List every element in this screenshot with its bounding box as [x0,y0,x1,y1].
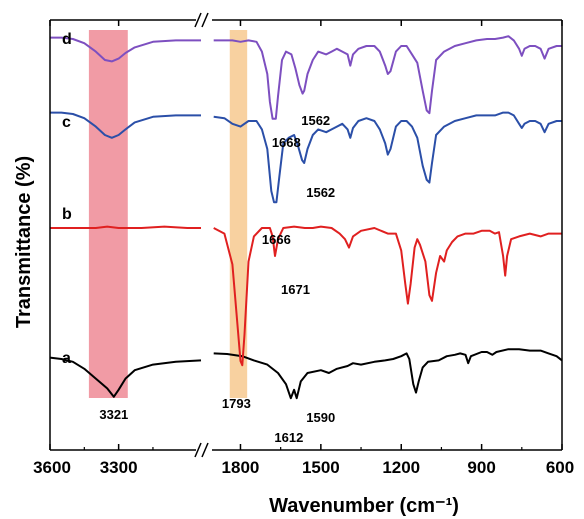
x-tick-label: 3600 [33,458,71,477]
x-tick-label: 1500 [302,458,340,477]
axis-break-mark-0 [194,442,202,458]
curve-label-c: c [62,114,71,131]
series-b-line-right [213,225,562,367]
curve-label-b: b [62,206,72,223]
series-c-line-right [213,111,562,204]
x-tick-label: 1200 [382,458,420,477]
series-a-line-right [213,348,563,400]
highlight-band-0 [88,30,128,398]
peak-label-c-1562: 1562 [306,185,335,200]
peak-label-a-3321: 3321 [99,407,128,422]
series-c-line-left [50,111,201,139]
y-axis-title: Transmittance (%) [13,156,35,328]
highlight-band-1 [229,30,248,398]
series-d-line-left [50,36,201,63]
series-b-line-left [50,225,201,229]
axis-break-mark-2 [194,12,202,28]
peak-label-d-1668: 1668 [272,135,301,150]
axis-break-mark-3 [201,12,209,28]
x-tick-label: 600 [546,458,574,477]
series-d-line-right [213,35,562,120]
x-tick-label: 1800 [222,458,260,477]
x-axis-title: Wavenumber (cm⁻¹) [269,495,459,517]
axis-break-mark-1 [201,442,209,458]
x-tick-label: 3300 [100,458,138,477]
curve-label-a: a [62,350,71,367]
curve-label-d: d [62,31,72,48]
peak-label-b-1671: 1671 [281,282,310,297]
peak-label-c-1666: 1666 [262,232,291,247]
peak-label-d-1562: 1562 [301,113,330,128]
peak-label-a-1612: 1612 [274,430,303,445]
peak-label-a-1590: 1590 [306,410,335,425]
peak-label-a-1793: 1793 [222,396,251,411]
x-tick-label: 900 [467,458,495,477]
series-a-line-left [49,356,202,398]
